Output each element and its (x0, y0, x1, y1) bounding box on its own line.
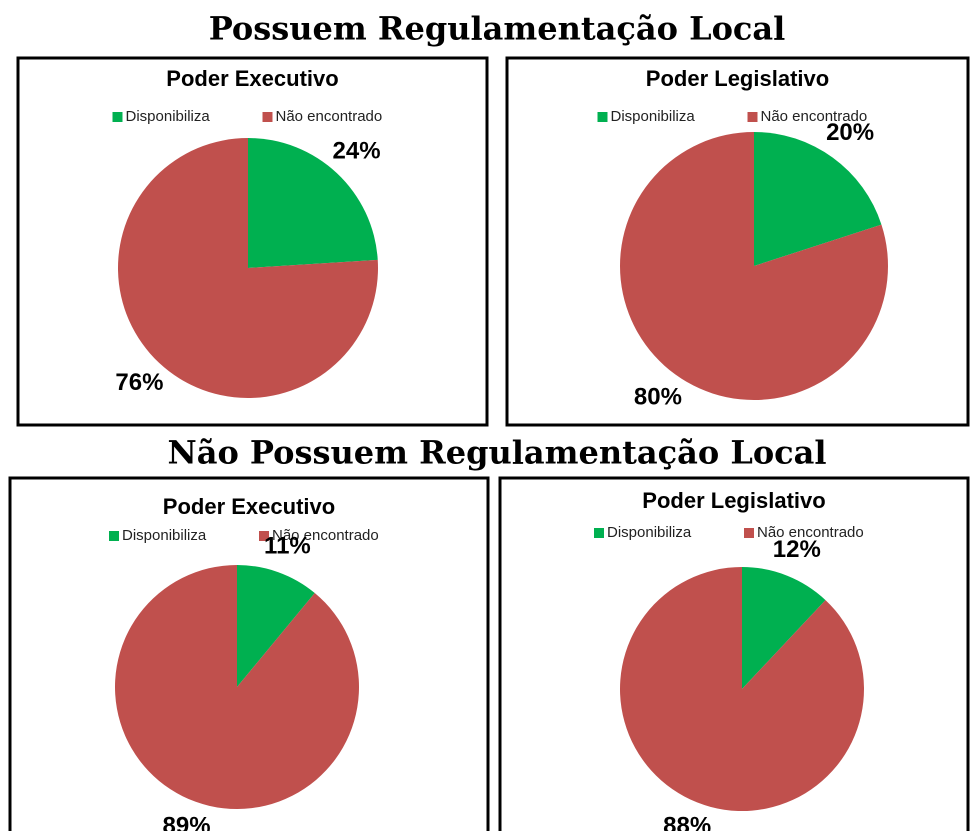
chart-frame (505, 56, 970, 427)
chart-title: Poder Legislativo (642, 488, 825, 513)
pie-slice (237, 565, 315, 687)
legend-label: Disponibiliza (607, 524, 692, 541)
section-heading: Possuem Regulamentação Local (209, 10, 786, 48)
data-label: 80% (634, 384, 682, 411)
legend-swatch (262, 112, 273, 122)
legend-swatch (594, 528, 604, 538)
chart-frame (498, 476, 970, 831)
legend-swatch (747, 112, 758, 122)
legend-label: Disponibiliza (611, 108, 696, 125)
chart-frame (8, 476, 490, 831)
chart-title: Poder Executivo (163, 494, 335, 519)
chart-frame (16, 56, 489, 427)
pie-slice (754, 132, 882, 266)
legend-label: Não encontrado (757, 524, 864, 541)
section-heading: Não Possuem Regulamentação Local (167, 434, 826, 472)
data-label: 24% (333, 138, 381, 165)
legend-label: Disponibiliza (122, 527, 207, 544)
legend-swatch (744, 528, 754, 538)
legend-label: Disponibiliza (126, 108, 211, 125)
legend-swatch (109, 531, 119, 541)
pie-slice (248, 138, 378, 268)
legend-swatch (597, 112, 608, 122)
chart-title: Poder Legislativo (646, 66, 829, 91)
chart-title: Poder Executivo (166, 66, 338, 91)
legend-label: Não encontrado (761, 108, 868, 125)
pie-slice (118, 138, 378, 399)
data-label: 12% (773, 536, 821, 563)
data-label: 88% (663, 813, 711, 831)
data-label: 89% (163, 812, 211, 831)
pie-slice (620, 132, 889, 400)
pie-slice (115, 565, 360, 809)
legend-label: Não encontrado (272, 527, 379, 544)
data-label: 11% (264, 532, 311, 559)
data-label: 76% (115, 369, 163, 396)
data-label: 20% (826, 119, 874, 146)
pie-slice (742, 567, 826, 689)
pie-slice (619, 566, 864, 811)
legend-swatch (112, 112, 123, 122)
legend-label: Não encontrado (276, 108, 383, 125)
legend-swatch (259, 531, 269, 541)
